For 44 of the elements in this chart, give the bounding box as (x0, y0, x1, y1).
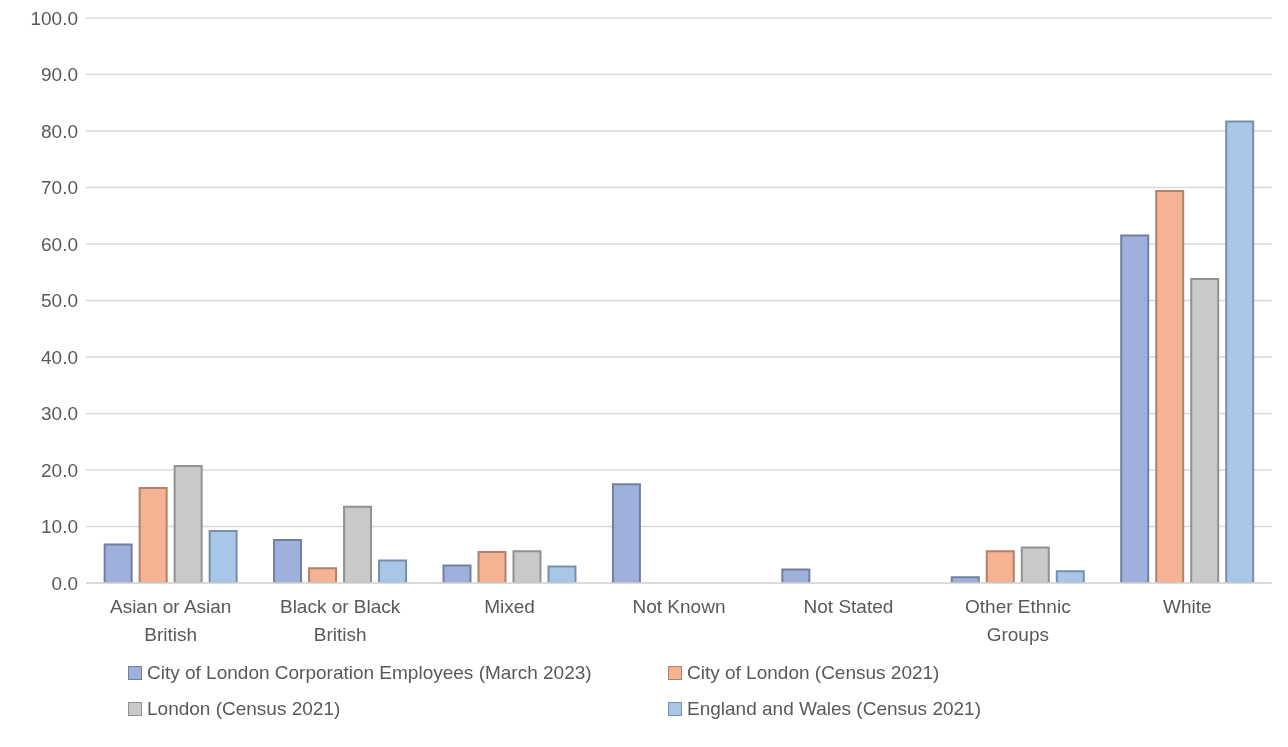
bar (378, 559, 408, 583)
bar (442, 564, 472, 583)
bar (1155, 189, 1185, 583)
x-tick-label: Not Known (632, 596, 726, 617)
bar (1190, 278, 1220, 583)
bar (1020, 546, 1050, 583)
bar (950, 576, 980, 583)
bar (208, 530, 238, 583)
x-tick-label: Not Stated (803, 596, 894, 617)
y-tick-label: 60.0 (41, 233, 78, 255)
bar (477, 550, 507, 583)
y-tick-label: 50.0 (41, 290, 78, 312)
x-tick-label: Black or Black British (279, 596, 401, 645)
bar (547, 565, 577, 583)
bar (781, 568, 811, 583)
x-tick-label: Mixed (484, 596, 535, 617)
bar (1055, 570, 1085, 583)
x-tick-label: White (1163, 596, 1212, 617)
bar (308, 567, 338, 583)
y-tick-label: 100.0 (30, 7, 78, 29)
bar (138, 487, 168, 583)
x-tick-label: Asian or Asian British (109, 596, 232, 645)
y-tick-label: 40.0 (41, 346, 78, 368)
legend-label: City of London Corporation Employees (March 2023) (147, 662, 592, 684)
bar (512, 550, 542, 583)
x-tick-label: Other Ethnic Groups (965, 596, 1071, 645)
y-tick-label: 30.0 (41, 403, 78, 425)
legend-label: England and Wales (Census 2021) (687, 698, 981, 720)
legend-label: City of London (Census 2021) (687, 662, 940, 684)
y-tick-label: 70.0 (41, 177, 78, 199)
bar (343, 505, 373, 583)
bar (611, 483, 641, 583)
y-tick-label: 20.0 (41, 459, 78, 481)
y-tick-label: 80.0 (41, 120, 78, 142)
legend-label: London (Census 2021) (147, 698, 341, 720)
bar (985, 550, 1015, 583)
bar (273, 539, 303, 583)
y-tick-label: 10.0 (41, 516, 78, 538)
bar (1120, 234, 1150, 583)
bar (173, 465, 203, 583)
y-tick-label: 0.0 (51, 572, 78, 594)
bar (103, 543, 133, 583)
bar (1225, 120, 1255, 583)
y-tick-label: 90.0 (41, 64, 78, 86)
